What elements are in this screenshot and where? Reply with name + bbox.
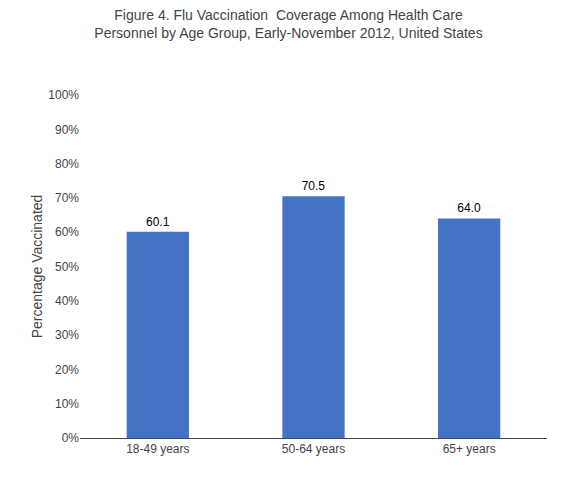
svg-text:60%: 60%: [55, 225, 79, 239]
svg-text:0%: 0%: [62, 431, 80, 445]
svg-text:70.5: 70.5: [302, 179, 326, 193]
svg-text:50%: 50%: [55, 260, 79, 274]
svg-text:20%: 20%: [55, 363, 79, 377]
svg-text:Figure 4. Flu Vaccination Cov: Figure 4. Flu Vaccination Coverage Among…: [94, 7, 482, 41]
svg-text:65+ years: 65+ years: [443, 442, 496, 456]
svg-text:80%: 80%: [55, 157, 79, 171]
svg-text:50-64 years: 50-64 years: [282, 442, 345, 456]
svg-text:90%: 90%: [55, 123, 79, 137]
svg-text:60.1: 60.1: [146, 215, 170, 229]
svg-text:100%: 100%: [48, 88, 79, 102]
svg-text:Percentage Vaccinated: Percentage Vaccinated: [29, 195, 45, 339]
svg-text:70%: 70%: [55, 191, 79, 205]
svg-text:30%: 30%: [55, 328, 79, 342]
svg-text:64.0: 64.0: [457, 201, 481, 215]
svg-text:40%: 40%: [55, 294, 79, 308]
svg-text:18-49 years: 18-49 years: [126, 442, 189, 456]
svg-text:10%: 10%: [55, 397, 79, 411]
